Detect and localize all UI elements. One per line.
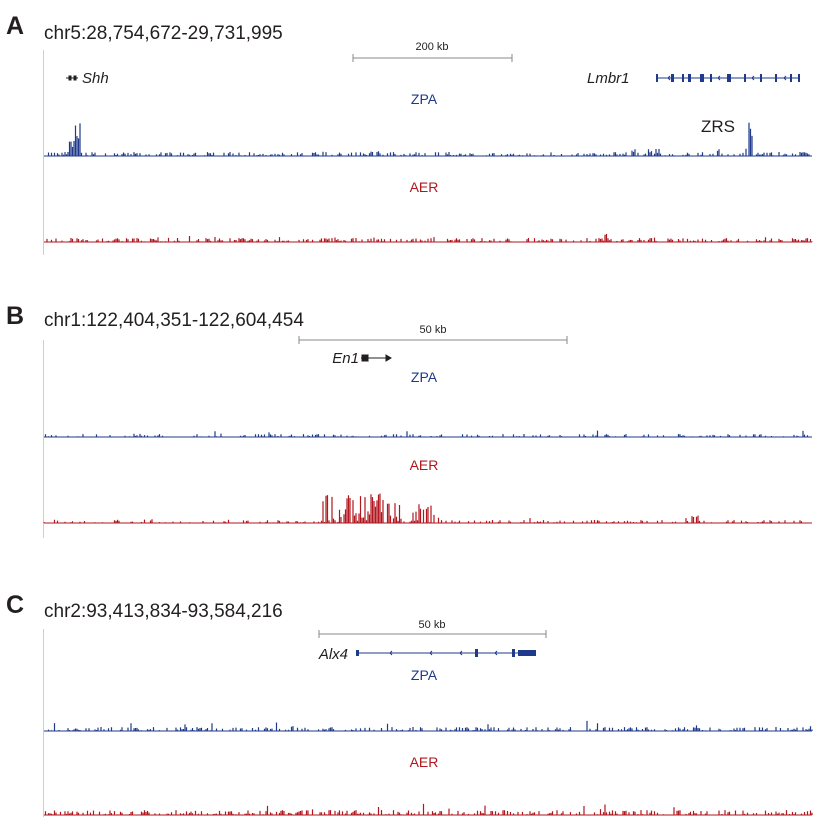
- panel-a-coordinates: chr5:28,754,672-29,731,995: [44, 23, 283, 44]
- panel-a-tracks: 200 kb Shh Lmbr1 ZPA AER ZRS: [44, 41, 813, 243]
- panel-c-lane-line: [43, 629, 44, 817]
- panel-b-zpa-label: ZPA: [411, 369, 438, 385]
- gene-shh-model: [66, 75, 78, 81]
- panel-c-tracks: 50 kb Alx4 ZPA AER: [44, 619, 813, 816]
- panel-b-coordinates: chr1:122,404,351-122,604,454: [44, 310, 304, 331]
- panel-a: A chr5:28,754,672-29,731,995 200 kb Shh …: [0, 0, 814, 260]
- panel-a-zpa-label: ZPA: [411, 91, 438, 107]
- gene-alx4-model: [356, 649, 536, 657]
- gene-label-lmbr1: Lmbr1: [587, 70, 630, 87]
- panel-b-label: B: [6, 302, 25, 330]
- panel-b: B chr1:122,404,351-122,604,454 50 kb En1…: [0, 290, 814, 540]
- panel-c-coordinates: chr2:93,413,834-93,584,216: [44, 601, 283, 622]
- signal-peaks: [44, 803, 813, 815]
- panel-a-label: A: [6, 12, 25, 40]
- panel-b-scalebar-label: 50 kb: [420, 324, 447, 336]
- panel-a-aer-label: AER: [410, 179, 439, 195]
- panel-b-scalebar: [298, 336, 568, 344]
- panel-b-lane-line: [43, 340, 44, 538]
- panel-b-aer-track: [43, 493, 812, 524]
- signal-peaks: [47, 720, 813, 731]
- gene-en1-model: [361, 354, 392, 362]
- panel-a-scalebar: [352, 54, 513, 62]
- panel-a-zpa-track: [44, 122, 812, 157]
- panel-c-scalebar: [318, 630, 547, 638]
- panel-b-zpa-track: [44, 430, 812, 438]
- gene-label-en1: En1: [332, 350, 359, 367]
- zrs-annotation: ZRS: [701, 117, 735, 136]
- panel-b-tracks: 50 kb En1 ZPA AER: [43, 324, 812, 524]
- panel-b-aer-label: AER: [410, 457, 439, 473]
- panel-c-scalebar-label: 50 kb: [419, 619, 446, 631]
- panel-c-aer-track: [44, 803, 813, 816]
- panel-a-lane-line: [43, 50, 44, 255]
- panel-c-aer-label: AER: [410, 754, 439, 770]
- panel-c-zpa-label: ZPA: [411, 667, 438, 683]
- gene-label-alx4: Alx4: [318, 646, 348, 663]
- panel-c-label: C: [6, 591, 25, 619]
- gene-label-shh: Shh: [82, 70, 109, 87]
- signal-peaks: [43, 493, 803, 523]
- panel-a-aer-track: [44, 234, 813, 243]
- signal-peaks: [44, 430, 809, 437]
- signal-peaks: [47, 122, 810, 156]
- gene-lmbr1-model: [656, 74, 800, 82]
- panel-a-scalebar-label: 200 kb: [415, 41, 448, 53]
- panel-c-zpa-track: [44, 720, 813, 732]
- signal-peaks: [46, 234, 813, 242]
- panel-c: C chr2:93,413,834-93,584,216 50 kb Alx4 …: [0, 583, 814, 817]
